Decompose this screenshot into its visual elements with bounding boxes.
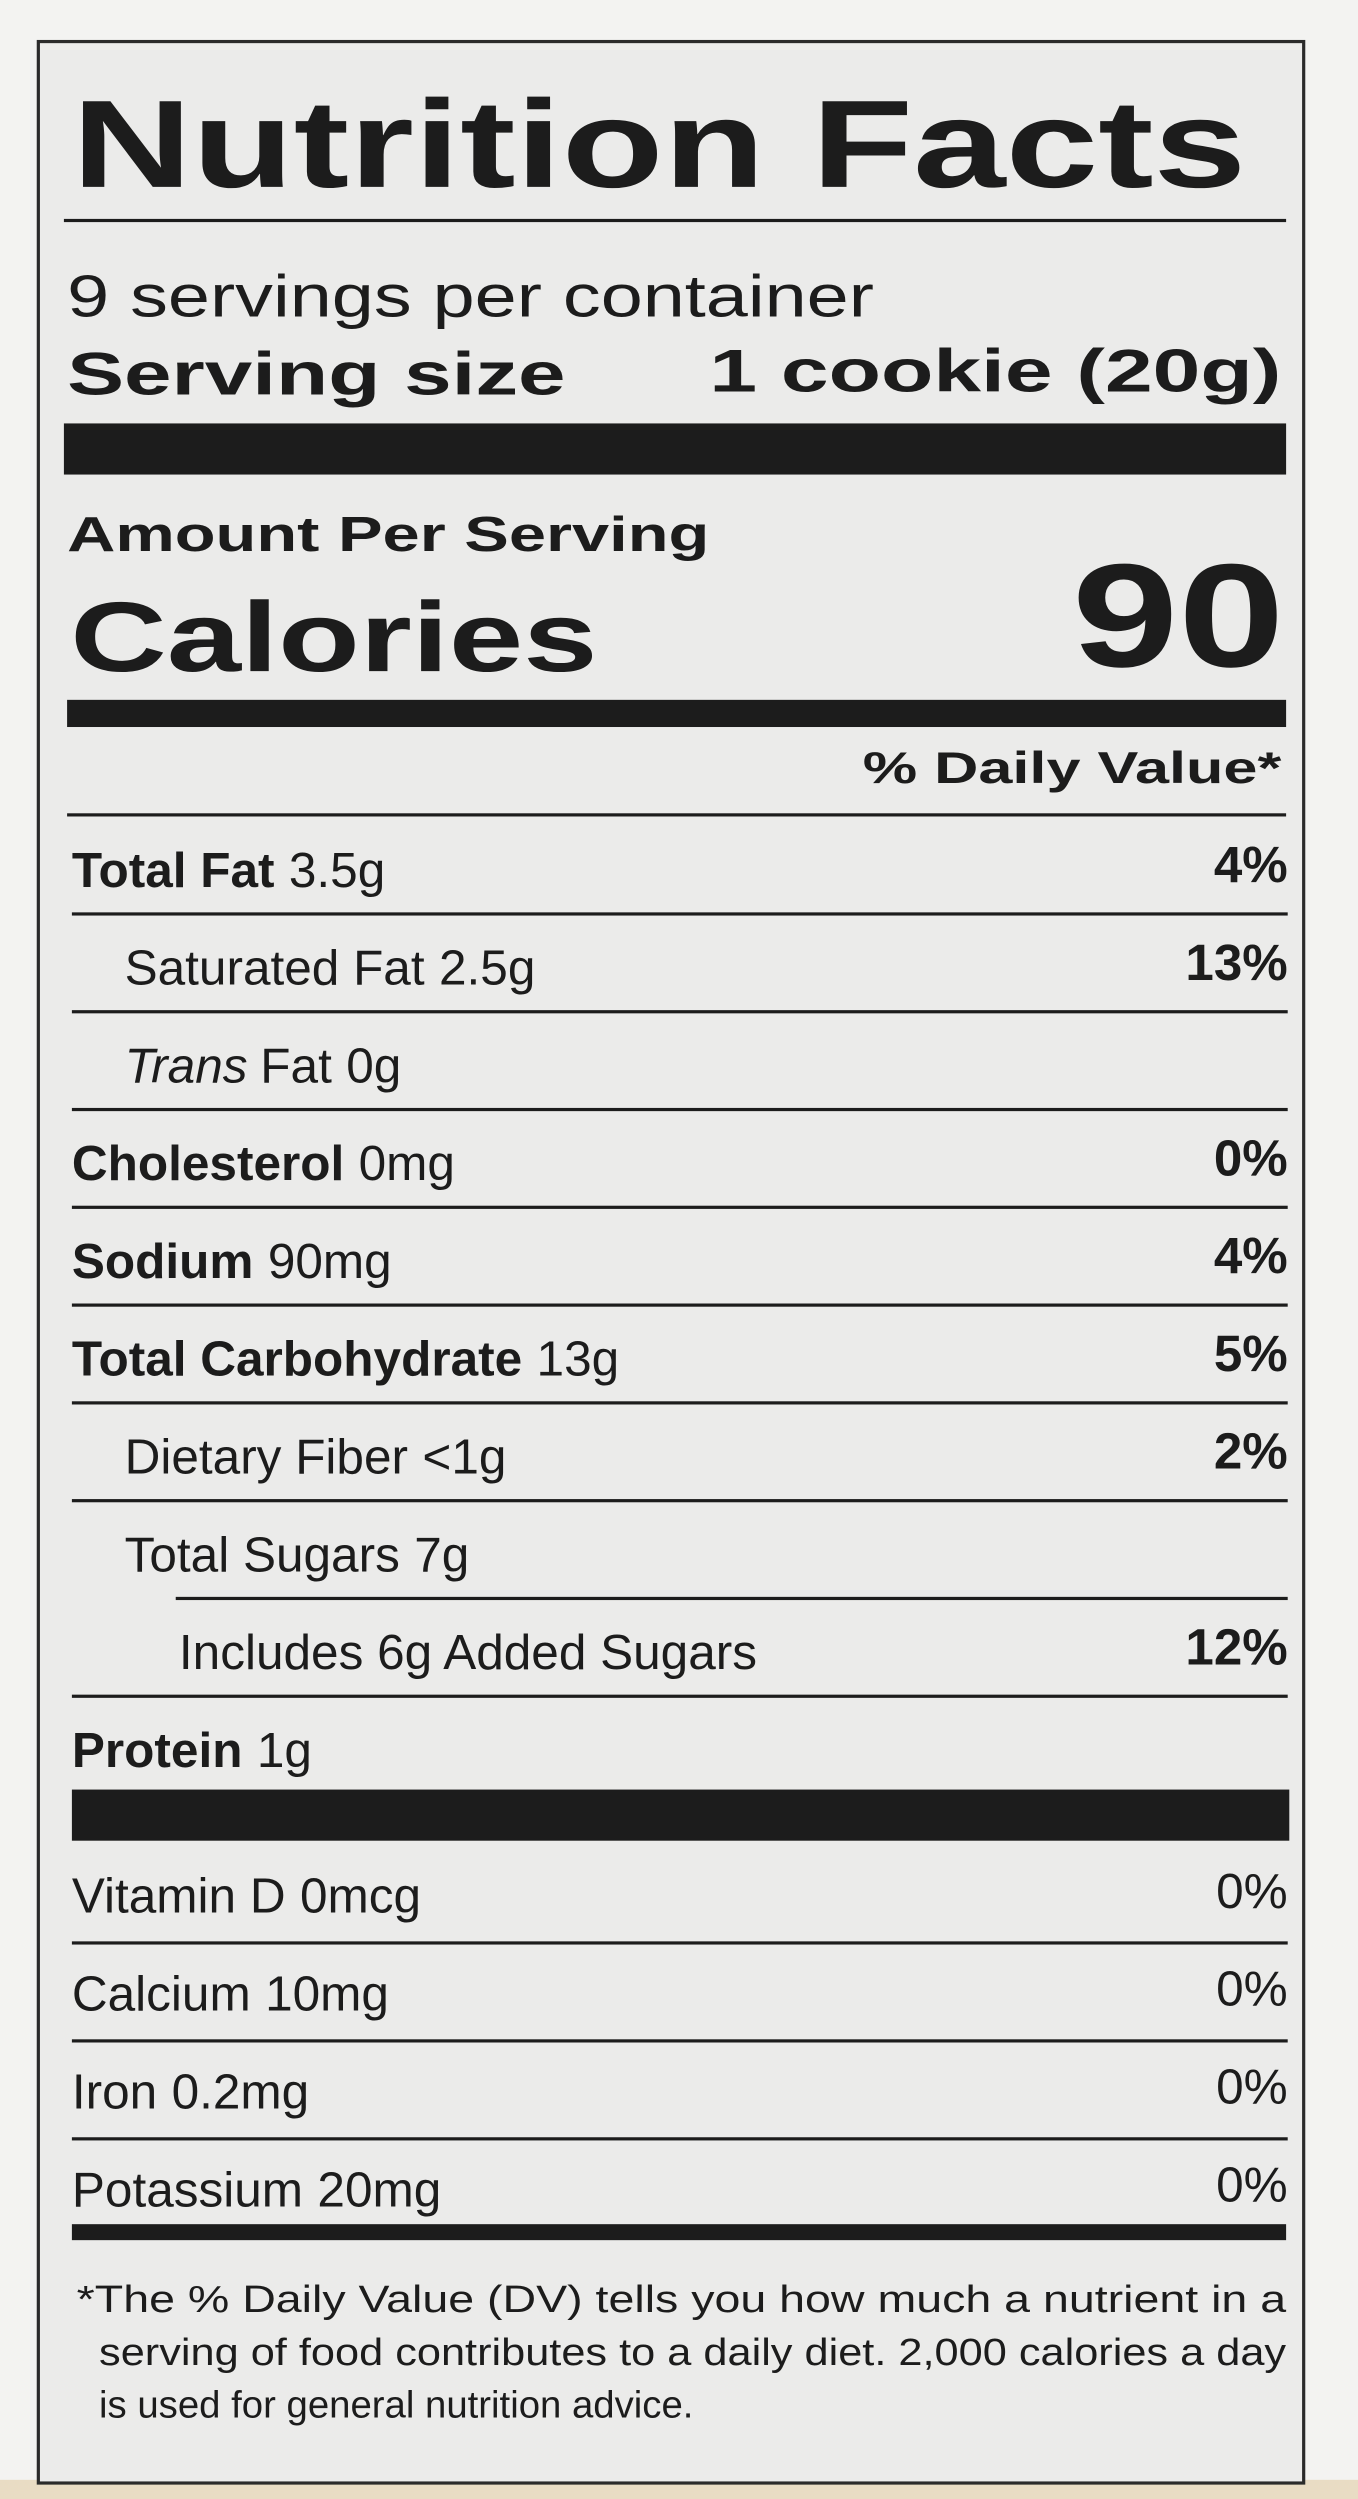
nutrient-name: Dietary Fiber bbox=[125, 1430, 408, 1485]
nutrient-amount: 13g bbox=[537, 1332, 620, 1387]
vitamin-row: Potassium 20mg bbox=[72, 2162, 441, 2217]
nutrient-amount: 90mg bbox=[268, 1234, 392, 1289]
divider bbox=[71, 1107, 1288, 1112]
nutrient-amount: 3.5g bbox=[289, 843, 385, 898]
thick-bar bbox=[71, 1789, 1290, 1841]
nutrient-row: Dietary Fiber <1g bbox=[125, 1430, 507, 1485]
nutrient-dv: 12% bbox=[1185, 1618, 1287, 1675]
vitamin-amount: 20mg bbox=[317, 2162, 441, 2217]
divider bbox=[71, 912, 1288, 916]
nutrient-dv: 13% bbox=[1185, 934, 1287, 991]
vitamin-dv: 0% bbox=[1216, 2158, 1288, 2213]
vitamin-dv: 0% bbox=[1216, 2060, 1288, 2115]
divider bbox=[71, 1401, 1288, 1405]
nutrient-name: Protein bbox=[72, 1723, 243, 1778]
divider bbox=[71, 1499, 1288, 1503]
nutrient-amount: 2.5g bbox=[439, 941, 535, 996]
vitamin-name: Potassium bbox=[72, 2162, 303, 2217]
footnote-line: *The % Daily Value (DV) tells you how mu… bbox=[77, 2278, 1287, 2321]
daily-value-header: % Daily Value* bbox=[863, 744, 1282, 793]
vitamin-row: Iron 0.2mg bbox=[72, 2064, 309, 2119]
footnote-line: serving of food contributes to a daily d… bbox=[99, 2331, 1287, 2374]
vitamin-name: Calcium bbox=[72, 1967, 251, 2022]
divider bbox=[71, 1303, 1288, 1307]
nutrient-row: Includes 6g Added Sugars bbox=[179, 1625, 757, 1680]
divider bbox=[175, 1596, 1288, 1601]
vitamin-row: Calcium 10mg bbox=[72, 1967, 389, 2022]
nutrient-row: Cholesterol 0mg bbox=[72, 1136, 455, 1191]
calories-value: 90 bbox=[1072, 534, 1284, 698]
nutrient-row: Total Carbohydrate 13g bbox=[72, 1332, 619, 1387]
nutrient-row: Sodium 90mg bbox=[72, 1234, 392, 1289]
medium-bar bbox=[71, 2224, 1287, 2241]
nutrient-dv: 0% bbox=[1214, 1129, 1288, 1186]
nutrient-name: Includes 6g Added Sugars bbox=[179, 1625, 757, 1680]
nutrient-name-italic: Trans bbox=[125, 1038, 248, 1093]
footnote-line: is used for general nutrition advice. bbox=[99, 2384, 693, 2427]
vitamin-name: Iron bbox=[72, 2064, 157, 2119]
vitamin-amount: 10mg bbox=[265, 1967, 389, 2022]
nutrient-dv: 4% bbox=[1214, 1227, 1288, 1284]
divider bbox=[63, 218, 1287, 223]
nutrient-row: Saturated Fat 2.5g bbox=[125, 941, 536, 996]
divider bbox=[71, 1941, 1288, 1945]
nutrient-amount: 0g bbox=[346, 1038, 401, 1093]
nutrient-amount: 1g bbox=[257, 1723, 312, 1778]
nutrient-name: Total Fat bbox=[72, 843, 275, 898]
nutrient-dv: 2% bbox=[1214, 1423, 1288, 1480]
amount-per-serving: Amount Per Serving bbox=[67, 507, 709, 562]
nutrient-amount: 0mg bbox=[359, 1136, 455, 1191]
vitamin-dv: 0% bbox=[1216, 1864, 1288, 1919]
thick-bar bbox=[63, 423, 1287, 475]
nutrient-dv: 5% bbox=[1214, 1325, 1288, 1382]
vitamin-amount: 0mcg bbox=[300, 1869, 421, 1924]
divider bbox=[67, 813, 1287, 817]
calories-label: Calories bbox=[70, 581, 597, 692]
nutrient-row: Trans Fat 0g bbox=[125, 1038, 402, 1093]
nutrient-row: Protein 1g bbox=[72, 1723, 312, 1778]
vitamin-amount: 0.2mg bbox=[172, 2064, 310, 2119]
nutrient-name: Total Sugars bbox=[125, 1527, 400, 1582]
divider bbox=[71, 1010, 1288, 1014]
nutrient-dv: 4% bbox=[1214, 836, 1288, 893]
nutrient-name: Cholesterol bbox=[72, 1136, 344, 1191]
nutrient-name: Sodium bbox=[72, 1234, 254, 1289]
nutrient-row: Total Fat 3.5g bbox=[72, 843, 385, 898]
serving-size-label: Serving size bbox=[67, 340, 565, 408]
serving-size-value: 1 cookie (20g) bbox=[709, 336, 1281, 404]
vitamin-dv: 0% bbox=[1216, 1962, 1288, 2017]
nutrient-row: Total Sugars 7g bbox=[125, 1527, 470, 1582]
servings: 9 servings per container bbox=[67, 262, 874, 329]
medium-bar bbox=[67, 699, 1287, 728]
nutrient-name: Total Carbohydrate bbox=[72, 1332, 522, 1387]
nutrient-name: Saturated Fat bbox=[125, 941, 425, 996]
divider bbox=[71, 2137, 1288, 2141]
nutrient-name: Fat bbox=[260, 1038, 332, 1093]
vitamin-name: Vitamin D bbox=[72, 1869, 286, 1924]
vitamin-row: Vitamin D 0mcg bbox=[72, 1869, 421, 1924]
nutrient-amount: 7g bbox=[414, 1527, 469, 1582]
divider bbox=[71, 1205, 1288, 1209]
nutrient-amount: <1g bbox=[422, 1430, 506, 1485]
divider bbox=[71, 1694, 1288, 1698]
title: Nutrition Facts bbox=[72, 75, 1246, 214]
divider bbox=[71, 2039, 1288, 2043]
